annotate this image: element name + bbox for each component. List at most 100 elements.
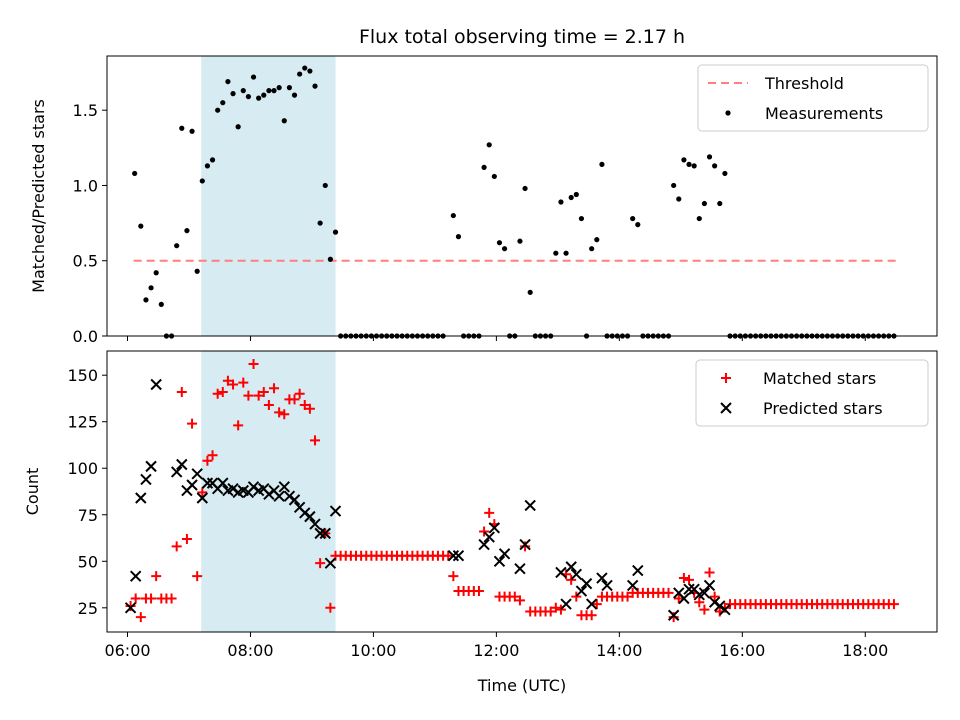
- data-point: [691, 163, 697, 169]
- shaded-span: [201, 56, 336, 336]
- data-point: [560, 598, 572, 610]
- data-point: [274, 407, 285, 418]
- data-point: [719, 603, 731, 616]
- x-tick-label: 06:00: [104, 641, 150, 660]
- data-point: [888, 599, 899, 610]
- data-point: [447, 549, 460, 562]
- data-point: [138, 223, 144, 229]
- data-point: [717, 200, 723, 207]
- data-point: [706, 154, 713, 160]
- y-tick-label: 0.0: [73, 327, 98, 346]
- data-point: [192, 571, 203, 582]
- data-point: [478, 538, 490, 551]
- data-point: [699, 604, 710, 615]
- data-point: [129, 570, 142, 582]
- data-point: [273, 490, 285, 502]
- y-tick-label: 125: [67, 413, 98, 432]
- data-point: [271, 88, 277, 94]
- data-point: [571, 591, 582, 602]
- data-point: [294, 388, 305, 399]
- data-point: [288, 494, 301, 506]
- data-point: [585, 598, 598, 610]
- x-axis-label: Time (UTC): [477, 676, 566, 695]
- y-tick-label: 50: [78, 552, 98, 571]
- data-point: [545, 606, 556, 617]
- data-point: [486, 142, 492, 148]
- legend-handle-measurements: [725, 110, 731, 116]
- data-point: [230, 91, 236, 97]
- data-point: [452, 549, 465, 562]
- data-point: [124, 602, 137, 614]
- x-tick-label: 18:00: [842, 641, 888, 660]
- data-point: [509, 591, 520, 602]
- data-point: [573, 191, 579, 198]
- data-point: [496, 240, 503, 246]
- data-point: [681, 157, 687, 163]
- data-point: [514, 595, 525, 606]
- data-point: [483, 531, 495, 543]
- data-point: [312, 83, 318, 89]
- data-point: [329, 505, 342, 517]
- data-point: [630, 215, 636, 222]
- data-point: [171, 541, 182, 552]
- legend-box: [697, 64, 929, 132]
- data-point: [448, 571, 459, 582]
- data-point: [527, 289, 533, 295]
- data-point: [493, 555, 506, 567]
- data-point: [586, 610, 597, 621]
- data-point: [153, 270, 159, 276]
- data-point: [304, 403, 315, 414]
- x-tick-label: 12:00: [473, 641, 519, 660]
- data-point: [322, 182, 328, 189]
- data-point: [501, 246, 508, 252]
- legend-label: Matched stars: [763, 369, 876, 388]
- data-point: [243, 390, 254, 401]
- data-point: [135, 612, 146, 623]
- data-point: [553, 250, 559, 256]
- data-point: [304, 510, 316, 523]
- data-point: [673, 593, 684, 604]
- data-point: [228, 379, 239, 390]
- data-point: [632, 564, 644, 577]
- axes-frame: [106, 350, 938, 633]
- y-tick-label: 25: [78, 599, 98, 618]
- data-point: [488, 522, 501, 534]
- data-point: [238, 377, 249, 388]
- y-axis-label: Matched/Predicted stars: [29, 99, 48, 293]
- data-point: [575, 585, 588, 597]
- data-point: [309, 518, 321, 530]
- data-point: [315, 558, 326, 569]
- data-point: [498, 548, 511, 560]
- data-point: [519, 538, 531, 551]
- data-point: [166, 593, 177, 604]
- data-point: [189, 128, 195, 134]
- data-point: [635, 222, 641, 228]
- data-point: [258, 386, 269, 397]
- legend: Matched stars Predicted stars: [695, 359, 929, 427]
- data-point: [256, 95, 262, 101]
- data-point: [327, 256, 333, 262]
- data-point: [215, 107, 221, 113]
- data-point: [626, 579, 639, 592]
- x-tick-label: 14:00: [596, 641, 642, 660]
- data-point: [686, 161, 692, 167]
- data-point: [596, 572, 608, 584]
- data-point: [709, 591, 720, 602]
- data-point: [222, 375, 233, 386]
- shaded-span: [201, 351, 336, 632]
- data-point: [148, 285, 154, 291]
- data-point: [278, 481, 290, 493]
- y-tick-label: 150: [67, 366, 98, 385]
- data-point: [145, 460, 157, 473]
- data-point: [701, 200, 707, 207]
- bottom-panel: 06:00 08:00 10:00 12:00 14:00 16:00 18:00 25 50 7…: [23, 350, 938, 695]
- data-point: [558, 199, 564, 205]
- data-point: [240, 88, 246, 94]
- data-point: [524, 499, 536, 512]
- data-point: [481, 164, 487, 170]
- x-tick-label: 08:00: [227, 641, 273, 660]
- data-point: [696, 215, 702, 222]
- data-point: [199, 178, 205, 184]
- legend-handle-matched: [721, 373, 731, 383]
